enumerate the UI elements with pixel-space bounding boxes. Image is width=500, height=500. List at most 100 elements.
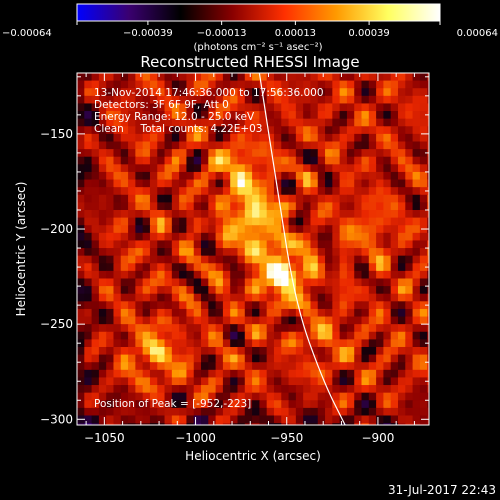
heatmap-cell [193,126,202,135]
heatmap-cell [106,354,115,363]
heatmap-cell [273,278,282,287]
heatmap-cell [266,80,275,89]
heatmap-cell [252,346,260,356]
heatmap-cell [142,232,151,242]
heatmap-cell [259,217,268,226]
heatmap-cell [244,301,253,310]
heatmap-cell [376,232,385,242]
heatmap-cell [368,126,377,135]
heatmap-cell [405,103,414,112]
heatmap-cell [376,293,385,302]
heatmap-cell [91,316,100,325]
info-line: Energy Range: 12.0 - 25.0 keV [94,111,255,123]
heatmap-cell [113,316,122,325]
heatmap-cell [135,255,144,264]
heatmap-cell [91,141,100,150]
heatmap-cell [390,301,399,310]
heatmap-cell [215,369,224,379]
heatmap-cell [149,240,158,249]
heatmap-cell [120,316,129,325]
heatmap-cell [98,187,107,196]
heatmap-cell [201,194,209,203]
heatmap-cell [412,88,421,97]
heatmap-cell [149,209,158,219]
heatmap-cell [120,286,129,295]
heatmap-cell [273,415,282,424]
heatmap-cell [368,179,377,188]
heatmap-cell [259,339,268,348]
heatmap-cell [273,392,282,401]
heatmap-cell [310,385,319,394]
heatmap-cell [332,95,341,105]
heatmap-cell [383,232,392,242]
heatmap-cell [390,286,399,295]
heatmap-cell [171,339,180,348]
heatmap-cell [346,133,355,143]
heatmap-cell [281,369,290,379]
heatmap-cell [332,240,341,249]
heatmap-cell [288,88,297,97]
heatmap-cell [310,202,319,211]
heatmap-cell [405,240,414,249]
heatmap-cell [295,369,304,379]
heatmap-cell [157,339,166,348]
heatmap-cell [259,324,268,333]
heatmap-cell [215,362,224,371]
heatmap-cell [208,346,217,356]
heatmap-cell [164,73,173,82]
heatmap-cell [230,270,239,280]
heatmap-cell [427,80,429,89]
heatmap-cell [128,88,136,97]
heatmap-cell [157,354,166,363]
heatmap-cell [332,324,341,333]
heatmap-cell [419,194,428,203]
heatmap-cell [84,263,93,272]
heatmap-cell [135,217,144,226]
heatmap-cell [113,248,122,257]
heatmap-cell [354,118,363,127]
heatmap-cell [222,232,231,242]
heatmap-cell [171,255,180,264]
heatmap-cell [149,156,158,165]
heatmap-cell [244,141,253,150]
heatmap-cell [273,293,282,302]
heatmap-cell [135,270,144,280]
heatmap-cell [120,217,129,226]
heatmap-cell [346,111,355,120]
heatmap-cell [128,80,136,89]
heatmap-cell [222,270,231,280]
heatmap-cell [98,385,107,394]
heatmap-cell [157,240,166,249]
heatmap-cell [252,263,260,272]
heatmap-cell [390,95,399,105]
heatmap-cell [215,164,224,173]
y-tick-label: −150 [40,127,73,141]
heatmap-cell [397,141,406,150]
heatmap-cell [142,369,151,379]
heatmap-cell [397,308,406,318]
heatmap-cell [244,73,253,82]
heatmap-cell [339,80,348,89]
heatmap-cell [230,149,239,158]
heatmap-cell [412,156,421,165]
heatmap-cell [222,202,231,211]
heatmap-cell [222,149,231,158]
heatmap-cell [368,88,377,97]
heatmap-cell [273,423,282,425]
heatmap-cell [376,133,385,143]
heatmap-cell [186,141,195,150]
heatmap-cell [113,377,122,386]
heatmap-cell [259,362,268,371]
heatmap-cell [237,217,246,226]
heatmap-cell [120,270,129,280]
heatmap-cell [91,423,100,425]
heatmap-cell [405,194,414,203]
heatmap-cell [390,80,399,89]
heatmap-cell [310,369,319,379]
heatmap-cell [208,126,217,135]
heatmap-cell [354,362,363,371]
heatmap-cell [230,202,239,211]
heatmap-cell [157,316,166,325]
heatmap-cell [186,149,195,158]
heatmap-cell [237,126,246,135]
